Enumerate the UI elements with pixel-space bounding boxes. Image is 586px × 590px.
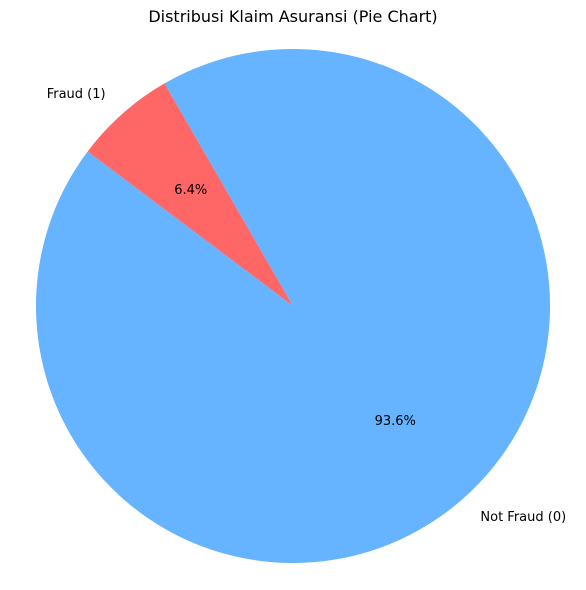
slice-category-label-0: Fraud (1) bbox=[47, 87, 106, 102]
slice-percent-label-0: 6.4% bbox=[174, 183, 207, 198]
chart-title: Distribusi Klaim Asuransi (Pie Chart) bbox=[148, 7, 438, 26]
pie-slice-1 bbox=[36, 48, 551, 563]
slice-category-label-1: Not Fraud (0) bbox=[480, 510, 566, 525]
slice-percent-label-1: 93.6% bbox=[375, 414, 416, 429]
pie-slice-0 bbox=[87, 83, 293, 307]
